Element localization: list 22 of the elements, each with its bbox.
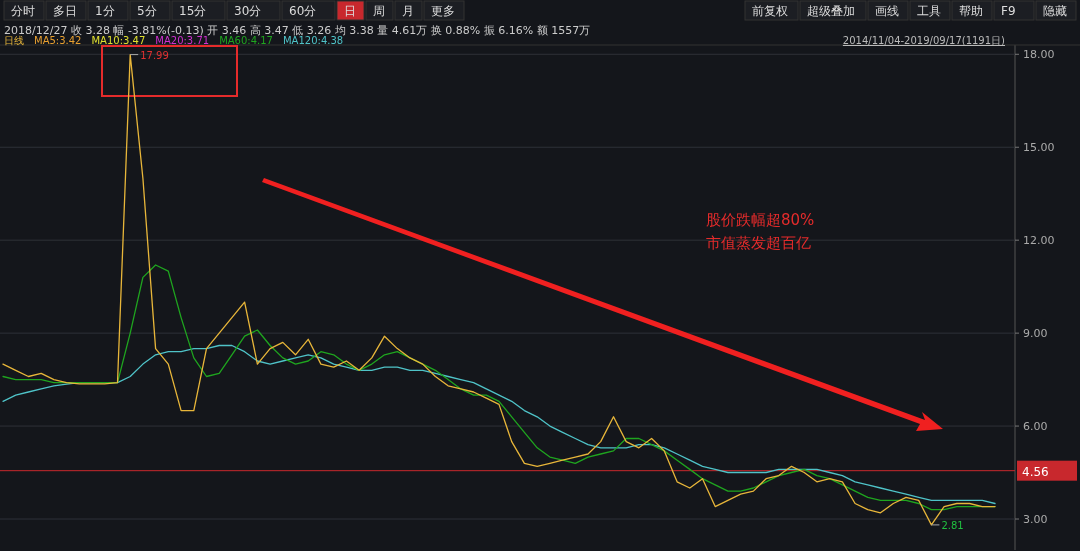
y-tick-label: 12.00 [1023,234,1055,248]
line-series [2,344,996,505]
text: 日线 [4,35,24,46]
text: 2018/12/27 收 3.28 幅 -3.81%(-0.13) 开 3.46 高 3.47 低 3.26 均 3.38 量 4.61万 换 0.88% 振 6.16% 额 1557万 [4,24,591,37]
annotation: MA10:3.47 [91,35,146,46]
y-tick-label: 3.00 [1023,513,1048,527]
annotation: 市值蒸发超百亿 [706,234,811,252]
ref-line-label: 4.56 [1022,464,1049,479]
text: 前复权 超级叠加 画线 工具 帮助 F9 隐藏 [752,4,1067,18]
y-tick-label: 18.00 [1023,48,1055,62]
y-tick-label: 6.00 [1023,420,1048,434]
text: MA60:4.17 [219,35,273,46]
text: 分时 多日 1分 5分 15分 30分 60分 日 周 月 更多 [11,4,455,18]
annotation: MA5:3.42 [34,35,82,46]
annotation: MA20:3.71 [155,35,210,46]
y-tick-label: 15.00 [1023,141,1055,155]
annotation: 2014/11/04-2019/09/17(1191日) [842,35,1006,46]
y-tick-label: 9.00 [1023,327,1048,341]
annotation: 2.81 [941,519,964,531]
annotation: 股价跌幅超80% [706,211,815,229]
text: MA120:4.38 [282,35,344,46]
annotation: 17.99 [140,49,169,61]
